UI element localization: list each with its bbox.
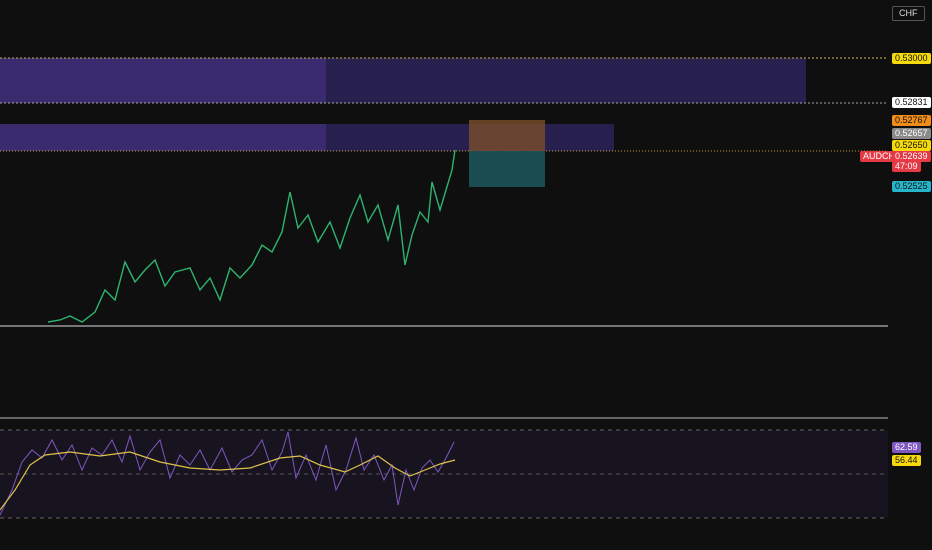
price-label: 0.52525 xyxy=(892,181,931,192)
rsi-ma-line xyxy=(0,451,456,511)
zone-upper-strong xyxy=(0,58,326,103)
zone-lower-strong xyxy=(0,124,326,151)
countdown-label: 47:09 xyxy=(892,161,921,172)
price-label: 0.52831 xyxy=(892,97,931,108)
rsi-ma-label: 56.44 xyxy=(892,455,921,466)
price-label: 0.52657 xyxy=(892,128,931,139)
price-label: 0.52650 xyxy=(892,140,931,151)
target-zone xyxy=(469,151,545,187)
price-label: 0.53000 xyxy=(892,53,931,64)
symbol-label: AUDCHF xyxy=(860,151,904,162)
stop-zone xyxy=(469,120,545,151)
currency-button[interactable]: CHF xyxy=(892,6,925,21)
rsi-label: 62.59 xyxy=(892,442,921,453)
price-label: 0.52767 xyxy=(892,115,931,126)
price-line xyxy=(47,149,456,323)
last-price-label: 0.52639 xyxy=(892,151,931,162)
zone-upper xyxy=(326,58,806,103)
rsi-line xyxy=(0,431,455,516)
